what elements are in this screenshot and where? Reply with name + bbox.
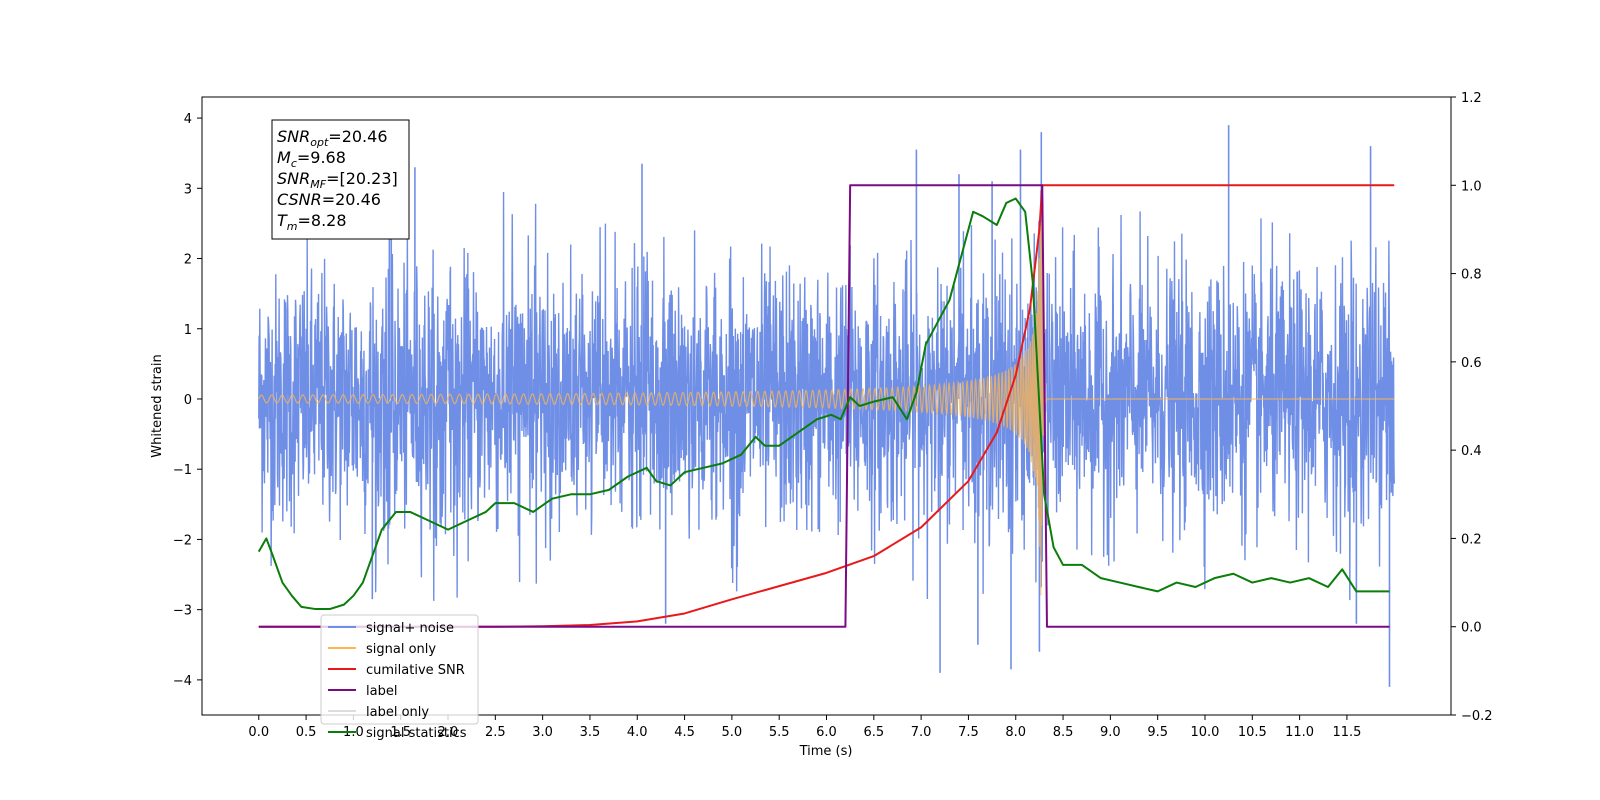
info-line: CSNR=20.46 <box>277 190 381 209</box>
info-line: SNRMF=[20.23] <box>277 169 398 191</box>
series-signal-statistics <box>257 197 1390 611</box>
x-tick-label: 6.5 <box>863 725 884 740</box>
y-tick-label-left: 0 <box>184 393 192 408</box>
x-tick-label: 11.5 <box>1332 725 1361 740</box>
legend-frame <box>320 614 479 725</box>
y-tick-label-right: 0.4 <box>1461 444 1482 459</box>
x-tick-label: 2.5 <box>485 725 506 740</box>
x-tick-label: 9.0 <box>1100 725 1121 740</box>
info-line: SNRopt=20.46 <box>277 127 388 149</box>
series-label <box>258 184 1390 628</box>
x-tick-label: 5.0 <box>722 725 743 740</box>
legend-entry: signal only <box>366 642 436 657</box>
info-box: SNRopt=20.46Mc=9.68SNRMF=[20.23]CSNR=20.… <box>271 119 410 240</box>
y-tick-label-right: 0.2 <box>1461 532 1482 547</box>
y-axis-right: 1.2 1.0 0.8 0.6 0.4 0.2 0.0 −0.2 <box>1451 91 1493 724</box>
x-tick-label: 11.0 <box>1285 725 1314 740</box>
x-tick-label: 5.5 <box>769 725 790 740</box>
info-line: Tm=8.28 <box>277 211 347 233</box>
info-box-frame <box>271 119 410 240</box>
x-tick-label: 8.5 <box>1053 725 1074 740</box>
x-tick-label: 6.0 <box>816 725 837 740</box>
series-signal-only <box>258 215 1395 596</box>
x-tick-label: 3.0 <box>532 725 553 740</box>
y-axis-left: 4 3 2 1 0 −1 −2 −3 −4 <box>173 112 202 689</box>
x-tick-label: 1.5 <box>390 725 411 740</box>
y-axis-label: Whitened strain <box>150 354 165 457</box>
x-tick-label: 0.0 <box>248 725 269 740</box>
y-tick-label-right: 1.0 <box>1461 179 1482 194</box>
y-tick-label-left: 2 <box>184 253 192 268</box>
y-tick-label-left: −4 <box>173 674 192 689</box>
y-tick-label-right: 1.2 <box>1461 91 1482 106</box>
x-axis-label: Time (s) <box>799 744 853 759</box>
x-tick-label: 3.5 <box>580 725 601 740</box>
x-tick-label: 9.5 <box>1147 725 1168 740</box>
y-tick-label-left: −3 <box>173 604 192 619</box>
series-cumilative-snr <box>258 184 1395 628</box>
info-line: Mc=9.68 <box>277 148 346 170</box>
x-tick-label: 7.5 <box>958 725 979 740</box>
legend-entry: cumilative SNR <box>366 663 465 678</box>
y-tick-label-left: −2 <box>173 533 192 548</box>
series-layer <box>257 125 1395 687</box>
legend-entry: signal+ noise <box>366 621 454 636</box>
y-tick-label-right: 0.0 <box>1461 621 1482 636</box>
x-tick-label: 2.0 <box>438 725 459 740</box>
legend-entry: signal statistics <box>366 726 467 741</box>
x-tick-label: 8.0 <box>1005 725 1026 740</box>
series-signal-noise <box>258 189 1395 601</box>
legend-entry: label only <box>366 705 429 720</box>
y-tick-label-right: 0.8 <box>1461 268 1482 283</box>
legend: signal+ noise signal only cumilative SNR la… <box>320 614 479 741</box>
y-tick-label-left: 3 <box>184 182 192 197</box>
y-tick-label-right: −0.2 <box>1461 709 1493 724</box>
x-tick-label: 10.0 <box>1191 725 1220 740</box>
x-tick-label: 4.5 <box>674 725 695 740</box>
x-tick-label: 10.5 <box>1238 725 1267 740</box>
x-tick-label: 4.0 <box>627 725 648 740</box>
y-tick-label-left: −1 <box>173 463 192 478</box>
y-tick-label-right: 0.6 <box>1461 356 1482 371</box>
y-tick-label-left: 4 <box>184 112 192 127</box>
x-tick-label: 7.0 <box>911 725 932 740</box>
y-tick-label-left: 1 <box>184 323 192 338</box>
legend-entry: label <box>366 684 397 699</box>
x-tick-label: 0.5 <box>296 725 317 740</box>
x-axis: 0.0 0.5 1.0 1.5 2.0 2.5 3.0 3.5 4.0 4.5 5.0 5.5 6.0 6… <box>248 715 1361 740</box>
